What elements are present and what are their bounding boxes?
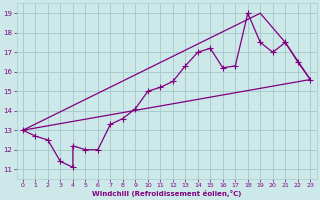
X-axis label: Windchill (Refroidissement éolien,°C): Windchill (Refroidissement éolien,°C) bbox=[92, 190, 241, 197]
